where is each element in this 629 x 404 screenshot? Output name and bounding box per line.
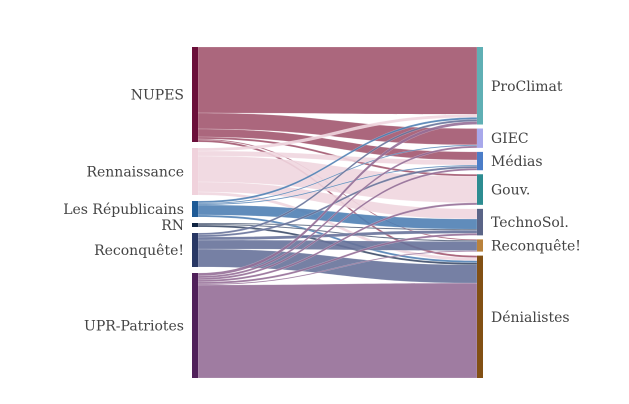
source-node-2[interactable]	[192, 201, 198, 217]
target-node-4[interactable]	[477, 208, 483, 236]
flow-5-to-1[interactable]	[197, 145, 478, 279]
flow-5-to-4[interactable]	[197, 233, 478, 285]
source-node-3[interactable]	[192, 223, 198, 227]
target-node-6[interactable]	[477, 255, 483, 378]
source-label-4: Reconquête!	[94, 243, 184, 259]
source-node-5[interactable]	[192, 273, 198, 378]
target-node-3[interactable]	[477, 174, 483, 205]
flow-0-to-0[interactable]	[197, 46, 478, 115]
source-label-2: Les Républicains	[63, 202, 184, 218]
flow-5-to-0[interactable]	[197, 121, 478, 277]
target-node-5[interactable]	[477, 239, 483, 252]
nodes	[192, 47, 483, 378]
source-label-3: RN	[161, 218, 184, 234]
target-label-0: ProClimat	[491, 79, 563, 95]
target-label-3: Gouv.	[491, 183, 530, 199]
flow-5-to-5[interactable]	[197, 250, 478, 286]
source-node-4[interactable]	[192, 233, 198, 267]
target-node-1[interactable]	[477, 128, 483, 148]
source-label-1: Rennaissance	[86, 165, 184, 181]
target-label-2: Médias	[491, 154, 543, 170]
flow-links	[197, 46, 478, 379]
source-node-0[interactable]	[192, 47, 198, 142]
flow-5-to-6[interactable]	[197, 282, 478, 379]
target-label-4: TechnoSol.	[491, 215, 569, 231]
target-label-5: Reconquête!	[491, 238, 581, 254]
source-label-5: UPR-Patriotes	[84, 319, 184, 335]
target-node-0[interactable]	[477, 47, 483, 125]
source-node-1[interactable]	[192, 148, 198, 195]
source-label-0: NUPES	[131, 88, 184, 104]
target-label-6: Dénialistes	[491, 310, 570, 326]
target-node-2[interactable]	[477, 151, 483, 171]
target-label-1: GIEC	[491, 131, 529, 147]
